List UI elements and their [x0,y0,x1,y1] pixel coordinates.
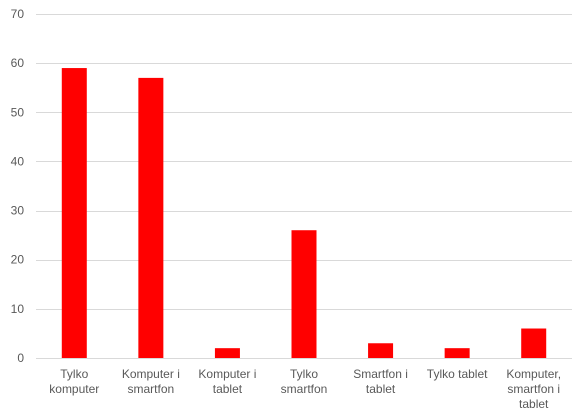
x-tick-label-line: Tylko [60,367,88,381]
bars [61,68,547,359]
x-tick-label-line: Komputer i [198,367,256,381]
bar [368,343,394,358]
bar [291,230,317,358]
bar [61,68,87,359]
x-tick-label-line: smartfon i [507,382,560,396]
x-tick-label-line: Smartfon i [353,367,408,381]
x-tick-label: Komputer i smartfon [122,367,180,396]
y-tick-label: 70 [11,7,25,21]
x-tick-label-line: tablet [366,382,396,396]
y-tick-label: 0 [17,351,24,365]
y-axis-tick-labels: 0 10 20 30 40 50 60 70 [11,7,25,365]
bar [138,77,164,358]
x-tick-label-line: smartfon [281,382,328,396]
x-tick-label: Smartfon i tablet [353,367,408,396]
x-tick-label-line: Tylko [290,367,318,381]
x-tick-label-line: Komputer i [122,367,180,381]
x-tick-label: Tylko tablet [427,367,488,381]
bar [214,348,240,358]
bar [444,348,470,358]
x-tick-label-line: Tylko tablet [427,367,488,381]
y-tick-label: 50 [11,105,25,119]
y-tick-label: 40 [11,154,25,168]
x-tick-label: Komputer, smartfon i tablet [506,367,561,411]
y-tick-label: 30 [11,204,25,218]
gridlines [36,14,572,310]
x-tick-label: Tylko smartfon [281,367,328,396]
x-tick-label: Tylko komputer [49,367,99,396]
y-tick-label: 60 [11,56,25,70]
x-tick-label-line: smartfon [128,382,175,396]
y-tick-label: 10 [11,302,25,316]
x-tick-label-line: Komputer, [506,367,561,381]
bar [521,328,547,358]
y-tick-label: 20 [11,253,25,267]
x-tick-label-line: tablet [519,397,549,411]
x-tick-label-line: komputer [49,382,99,396]
x-tick-label-line: tablet [213,382,243,396]
x-tick-label: Komputer i tablet [198,367,256,396]
